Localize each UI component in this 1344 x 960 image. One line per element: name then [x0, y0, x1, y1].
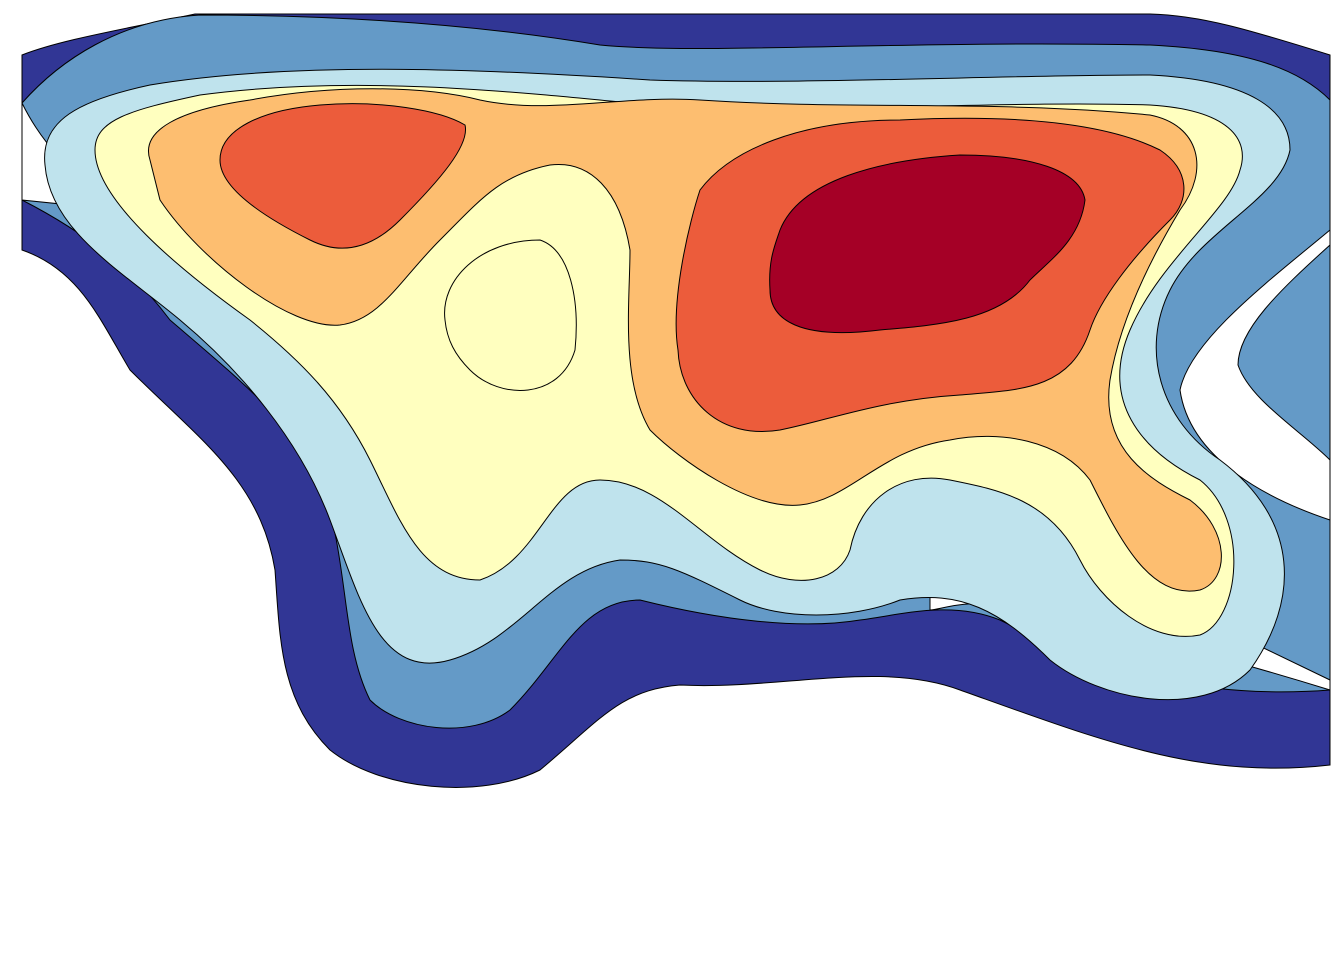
contour-band [219, 103, 467, 249]
contour-band [444, 239, 577, 391]
contour-band [1237, 243, 1331, 462]
contour-layers [21, 13, 1331, 788]
contour-band [769, 154, 1086, 334]
